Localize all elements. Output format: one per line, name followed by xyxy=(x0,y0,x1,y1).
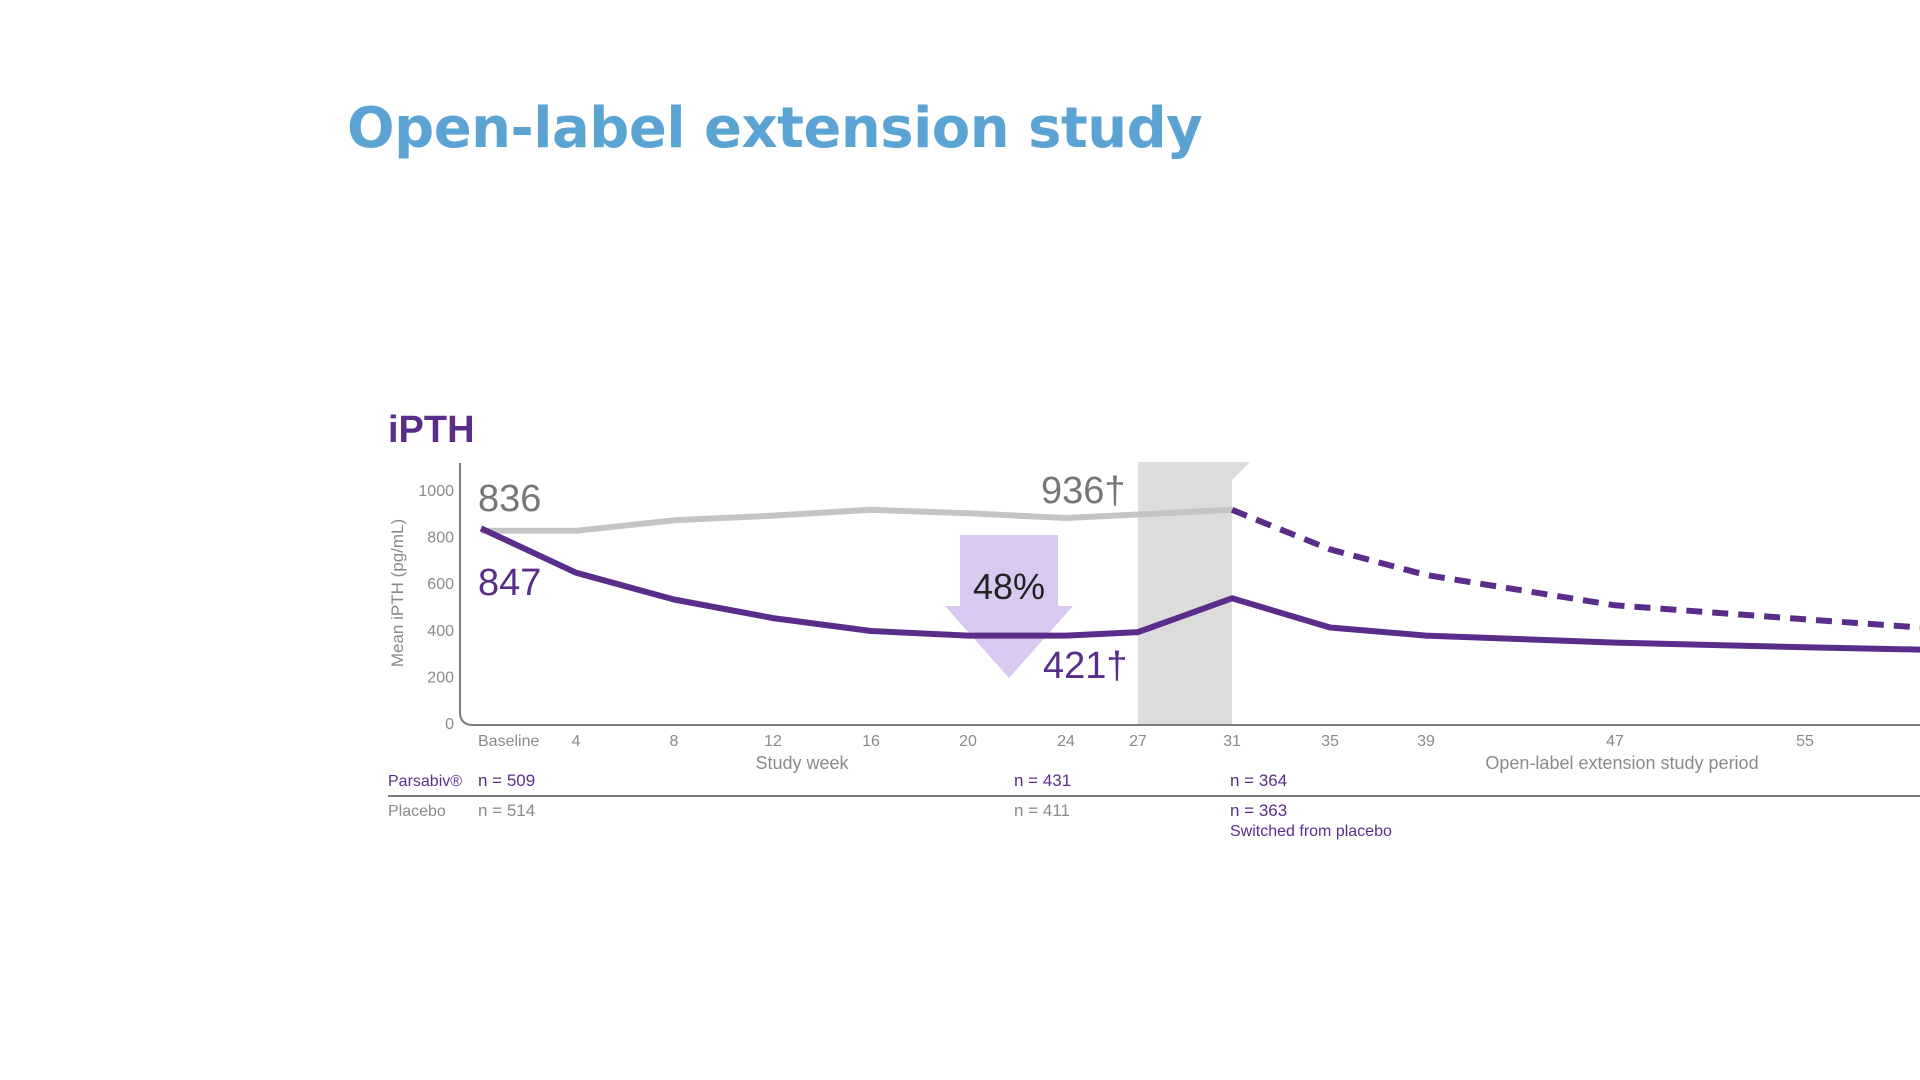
x-tick-label: 16 xyxy=(862,733,880,750)
y-tick-label: 1000 xyxy=(418,483,454,500)
reduction-arrow-layer: 48% xyxy=(945,535,1073,678)
value-annotations: 836 936† 847 421† xyxy=(478,470,1128,687)
x-tick-label: Baseline xyxy=(478,733,539,750)
x-tick-label: 12 xyxy=(764,733,782,750)
x-tick-label: 27 xyxy=(1129,733,1147,750)
y-axis-label: Mean iPTH (pg/mL) xyxy=(388,519,407,667)
axes xyxy=(459,463,1920,726)
y-tick-labels: 0 200 400 600 800 1000 xyxy=(418,483,454,733)
y-tick-label: 400 xyxy=(427,623,454,640)
n-table-placebo-label: Placebo xyxy=(388,803,446,820)
x-tick-label: 39 xyxy=(1417,733,1435,750)
n-parsabiv-week31: n = 364 xyxy=(1230,771,1287,790)
parsabiv-week24-label: 421† xyxy=(1043,645,1128,687)
x-tick-label: 4 xyxy=(572,733,581,750)
slide-title: Open-label extension study xyxy=(347,96,1203,161)
n-table: Parsabiv® n = 509 n = 431 n = 364 Placeb… xyxy=(388,771,1920,840)
y-tick-label: 200 xyxy=(427,669,454,686)
x-tick-label: 55 xyxy=(1796,733,1814,750)
x-tick-labels: Baseline 4 8 12 16 20 24 27 31 35 39 47 55 xyxy=(478,733,1814,750)
x-axis-label: Study week xyxy=(755,753,849,773)
switched-from-placebo-note: Switched from placebo xyxy=(1230,823,1392,840)
y-tick-label: 800 xyxy=(427,530,454,547)
chart-title: iPTH xyxy=(388,409,475,451)
x-tick-label: 35 xyxy=(1321,733,1339,750)
axis-lines xyxy=(459,463,1920,726)
data-series xyxy=(479,506,1920,653)
n-parsabiv-baseline: n = 509 xyxy=(478,771,535,790)
n-placebo-baseline: n = 514 xyxy=(478,801,535,820)
transition-band xyxy=(1138,462,1250,725)
series-line-placebo xyxy=(481,506,1233,534)
y-tick-label: 0 xyxy=(445,716,454,733)
transition-band-layer xyxy=(1138,462,1250,725)
y-tick-label: 600 xyxy=(427,576,454,593)
extension-period-label: Open-label extension study period xyxy=(1485,753,1758,773)
series-line-parsabiv xyxy=(479,525,1920,653)
n-table-parsabiv-label: Parsabiv® xyxy=(388,773,462,790)
series-line-switched xyxy=(1230,507,1920,631)
reduction-arrow xyxy=(945,535,1073,678)
placebo-baseline-label: 836 xyxy=(478,478,541,520)
placebo-week24-label: 936† xyxy=(1041,470,1126,512)
x-tick-label: 8 xyxy=(670,733,679,750)
x-tick-label: 24 xyxy=(1057,733,1075,750)
n-placebo-week24: n = 411 xyxy=(1014,801,1070,820)
reduction-percent-label: 48% xyxy=(973,566,1045,607)
x-tick-label: 31 xyxy=(1223,733,1241,750)
n-parsabiv-week24: n = 431 xyxy=(1014,771,1071,790)
n-placebo-week31: n = 363 xyxy=(1230,801,1287,820)
x-tick-label: 20 xyxy=(959,733,977,750)
parsabiv-baseline-label: 847 xyxy=(478,562,541,604)
x-tick-label: 47 xyxy=(1606,733,1624,750)
